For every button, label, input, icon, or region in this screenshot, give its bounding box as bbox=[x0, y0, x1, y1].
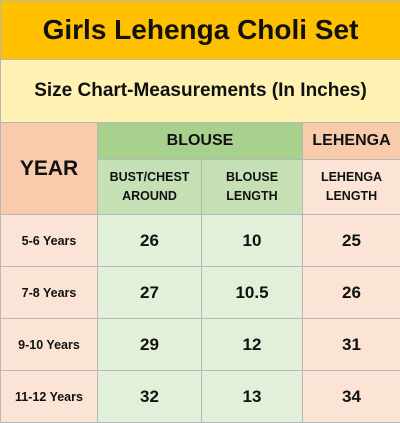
blouse-length-header-line2: LENGTH bbox=[226, 189, 278, 203]
lehenga-length-cell: 25 bbox=[301, 214, 400, 267]
year-header: YEAR bbox=[0, 122, 98, 215]
blouse-length-header-line1: BLOUSE bbox=[225, 170, 279, 184]
lehenga-length-header-line2: LENGTH bbox=[325, 189, 378, 203]
blouse-header: BLOUSE bbox=[97, 122, 303, 160]
year-cell: 11-12 Years bbox=[0, 370, 98, 423]
lehenga-length-header: LEHENGA LENGTH bbox=[301, 159, 400, 215]
chart-subtitle: Size Chart-Measurements (In Inches) bbox=[0, 59, 400, 123]
bust-chest-header-line2: AROUND bbox=[122, 189, 177, 203]
bust-cell: 26 bbox=[97, 214, 202, 267]
bust-cell: 27 bbox=[97, 266, 202, 319]
blouse-length-cell: 13 bbox=[201, 370, 303, 423]
lehenga-length-cell: 26 bbox=[301, 266, 400, 319]
blouse-length-cell: 10 bbox=[201, 214, 303, 267]
table-row: 7-8 Years 27 10.5 26 bbox=[0, 266, 400, 319]
lehenga-length-cell: 34 bbox=[301, 370, 400, 423]
lehenga-length-cell: 31 bbox=[301, 318, 400, 371]
lehenga-header: LEHENGA bbox=[301, 122, 400, 160]
blouse-length-header: BLOUSE LENGTH bbox=[201, 159, 303, 215]
year-cell: 7-8 Years bbox=[0, 266, 98, 319]
bust-chest-header-line1: BUST/CHEST bbox=[109, 170, 190, 184]
blouse-length-cell: 12 bbox=[201, 318, 303, 371]
table-row: 11-12 Years 32 13 34 bbox=[0, 370, 400, 423]
year-cell: 9-10 Years bbox=[0, 318, 98, 371]
bust-chest-header: BUST/CHEST AROUND bbox=[97, 159, 202, 215]
bust-cell: 32 bbox=[97, 370, 202, 423]
table-row: 5-6 Years 26 10 25 bbox=[0, 214, 400, 267]
lehenga-length-header-line1: LEHENGA bbox=[320, 170, 383, 184]
year-cell: 5-6 Years bbox=[0, 214, 98, 267]
blouse-length-cell: 10.5 bbox=[201, 266, 303, 319]
chart-title: Girls Lehenga Choli Set bbox=[0, 0, 400, 60]
bust-cell: 29 bbox=[97, 318, 202, 371]
table-row: 9-10 Years 29 12 31 bbox=[0, 318, 400, 371]
